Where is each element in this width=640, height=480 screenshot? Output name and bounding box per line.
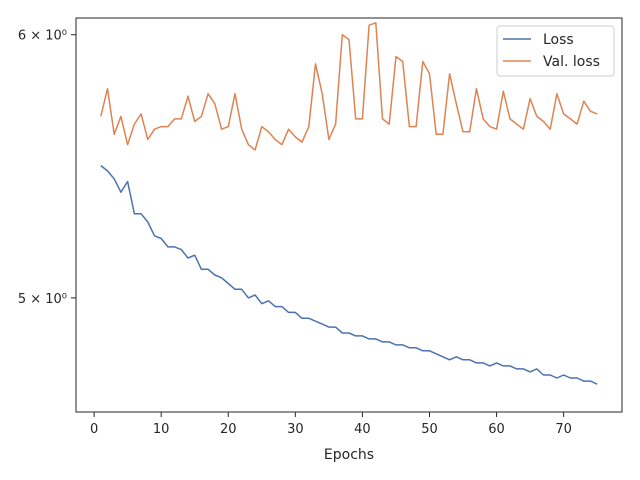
plot-background <box>76 18 622 412</box>
x-tick-label: 40 <box>354 422 371 437</box>
x-tick-label: 0 <box>90 422 98 437</box>
series-layer <box>100 22 598 385</box>
series-line-val-loss <box>100 22 598 151</box>
x-axis: 0 10 20 30 40 50 60 70 <box>90 412 572 437</box>
y-tick-label: 6 × 10⁰ <box>18 29 67 44</box>
legend-label: Val. loss <box>543 54 600 70</box>
x-tick-label: 20 <box>220 422 237 437</box>
y-tick-label: 5 × 10⁰ <box>18 292 67 307</box>
series-line-loss <box>100 165 598 385</box>
plot-frame <box>75 17 623 413</box>
x-axis-label: Epochs <box>324 447 374 463</box>
x-tick-label: 60 <box>488 422 505 437</box>
x-tick-label: 70 <box>555 422 572 437</box>
legend: Loss Val. loss <box>496 25 615 77</box>
y-axis: 5 × 10⁰ 6 × 10⁰ <box>18 29 76 307</box>
x-tick-label: 30 <box>287 422 304 437</box>
x-tick-label: 10 <box>153 422 170 437</box>
x-tick-label: 50 <box>421 422 438 437</box>
legend-label: Loss <box>543 32 574 48</box>
